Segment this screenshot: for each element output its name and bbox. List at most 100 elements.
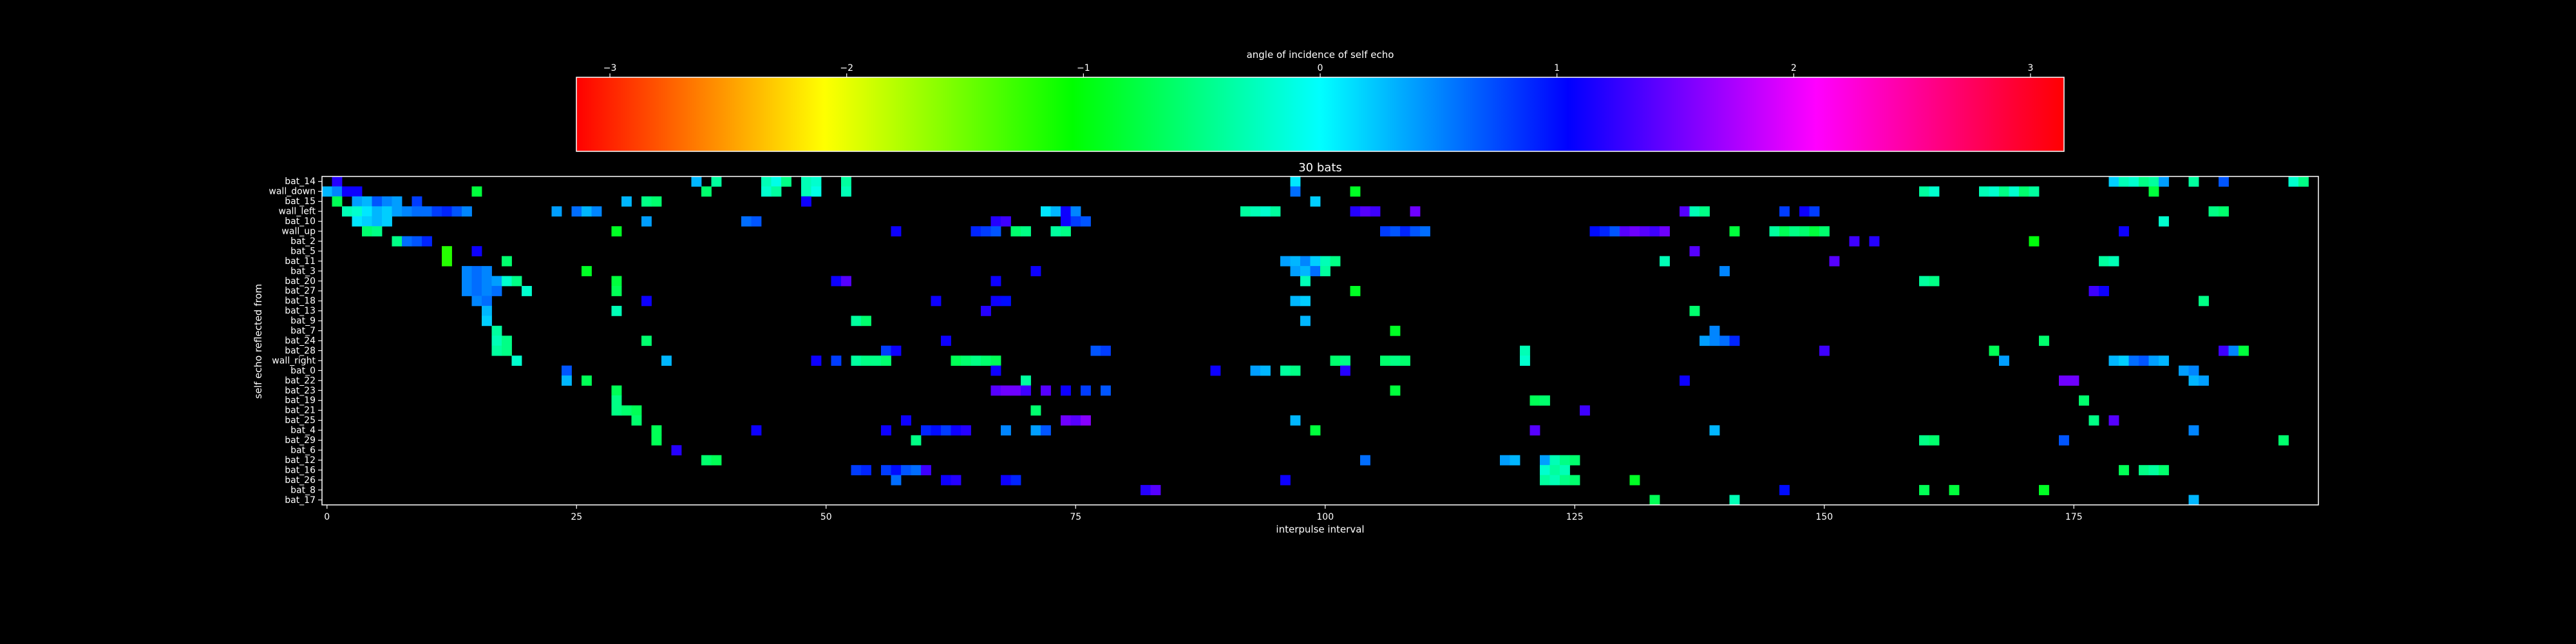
heatmap-cell	[502, 345, 512, 356]
heatmap-cell	[1001, 216, 1011, 227]
y-tick-label: bat_23	[285, 386, 316, 396]
heatmap-cell	[2188, 495, 2199, 506]
heatmap-cell	[1290, 266, 1301, 276]
heatmap-cell	[392, 236, 402, 247]
heatmap-cell	[471, 266, 482, 276]
heatmap-cell	[1320, 266, 1331, 276]
heatmap-cell	[1779, 206, 1790, 217]
heatmap-cell	[1250, 365, 1261, 376]
heatmap-cell	[1799, 226, 1810, 237]
heatmap-cell	[1809, 226, 1820, 237]
heatmap-cell	[1350, 206, 1361, 217]
heatmap-cell	[2179, 365, 2189, 376]
heatmap-cell	[482, 296, 492, 307]
heatmap-cell	[1081, 216, 1091, 227]
heatmap-cell	[701, 186, 712, 197]
heatmap-cell	[611, 395, 622, 406]
heatmap-cell	[1620, 226, 1630, 237]
heatmap-cell	[1560, 455, 1570, 466]
y-tick-label: bat_11	[285, 256, 316, 267]
heatmap-cell	[990, 355, 1001, 366]
heatmap-cell	[1999, 186, 2009, 197]
heatmap-cell	[471, 246, 482, 257]
heatmap-cell	[851, 355, 862, 366]
heatmap-cell	[1949, 485, 1960, 495]
heatmap-cell	[1649, 495, 1660, 506]
heatmap-cell	[392, 196, 402, 207]
heatmap-cell	[811, 355, 822, 366]
heatmap-cell	[861, 465, 871, 476]
heatmap-cell	[362, 196, 372, 207]
heatmap-cell	[1709, 336, 1720, 346]
heatmap-cell	[1070, 415, 1081, 426]
heatmap-cell	[342, 186, 352, 197]
heatmap-cell	[891, 475, 902, 486]
y-tick-label: bat_13	[285, 306, 316, 316]
heatmap-cell	[921, 425, 931, 436]
heatmap-cell	[2219, 206, 2229, 217]
y-tick-label: bat_12	[285, 455, 316, 466]
x-tick-label: 125	[1566, 512, 1584, 522]
heatmap-cell	[691, 176, 702, 187]
heatmap-cell	[611, 276, 622, 287]
heatmap-cell	[2029, 236, 2040, 247]
heatmap-cell	[332, 176, 343, 187]
heatmap-cell	[621, 196, 632, 207]
y-tick-label: bat_4	[290, 426, 316, 436]
heatmap-cell	[751, 216, 762, 227]
heatmap-cell	[2148, 186, 2159, 197]
heatmap-cell	[901, 465, 911, 476]
heatmap-cell	[451, 206, 462, 217]
y-tick-label: bat_17	[285, 495, 316, 506]
heatmap-cell	[582, 266, 592, 276]
heatmap-cell	[1510, 455, 1520, 466]
heatmap-cell	[1719, 336, 1730, 346]
heatmap-cell	[382, 216, 392, 227]
heatmap-cell	[761, 176, 772, 187]
heatmap-cell	[951, 355, 961, 366]
heatmap-cell	[1530, 395, 1540, 406]
heatmap-cell	[2148, 176, 2159, 187]
heatmap-cell	[1400, 226, 1410, 237]
heatmap-cell	[471, 296, 482, 307]
heatmap-cell	[841, 176, 851, 187]
heatmap-cell	[1021, 226, 1031, 237]
heatmap-cell	[1520, 345, 1530, 356]
heatmap-cell	[621, 405, 632, 416]
heatmap-cell	[961, 355, 971, 366]
heatmap-cell	[551, 206, 562, 217]
heatmap-cell	[841, 276, 851, 287]
heatmap-cell	[941, 475, 951, 486]
heatmap-cell	[2228, 345, 2239, 356]
heatmap-cell	[1660, 256, 1670, 267]
heatmap-cell	[582, 206, 592, 217]
heatmap-cell	[562, 375, 572, 386]
heatmap-cell	[2108, 176, 2119, 187]
chart-title: 30 bats	[1298, 161, 1342, 175]
heatmap-cell	[1540, 465, 1550, 476]
heatmap-cell	[1609, 226, 1620, 237]
colorbar-tick-label: −3	[603, 63, 617, 73]
heatmap-cell	[1340, 355, 1350, 366]
heatmap-cell	[951, 425, 961, 436]
heatmap-cell	[1290, 176, 1301, 187]
heatmap-cell	[1809, 206, 1820, 217]
heatmap-cell	[1580, 405, 1590, 416]
heatmap-cell	[1330, 256, 1341, 267]
heatmap-cell	[1569, 475, 1580, 486]
heatmap-cell	[2188, 425, 2199, 436]
heatmap-cell	[2139, 465, 2149, 476]
heatmap-cell	[2119, 226, 2129, 237]
heatmap-cell	[2219, 176, 2229, 187]
y-tick-label: bat_2	[290, 236, 316, 247]
heatmap-cell	[2148, 465, 2159, 476]
heatmap-cell	[372, 216, 383, 227]
heatmap-cell	[971, 355, 981, 366]
heatmap-cell	[1569, 455, 1580, 466]
x-tick-label: 0	[324, 512, 330, 522]
heatmap-cell	[2079, 395, 2089, 406]
heatmap-cell	[611, 385, 622, 396]
heatmap-cells	[322, 176, 2309, 506]
heatmap-cell	[1919, 435, 1929, 446]
heatmap-cell	[1270, 206, 1281, 217]
